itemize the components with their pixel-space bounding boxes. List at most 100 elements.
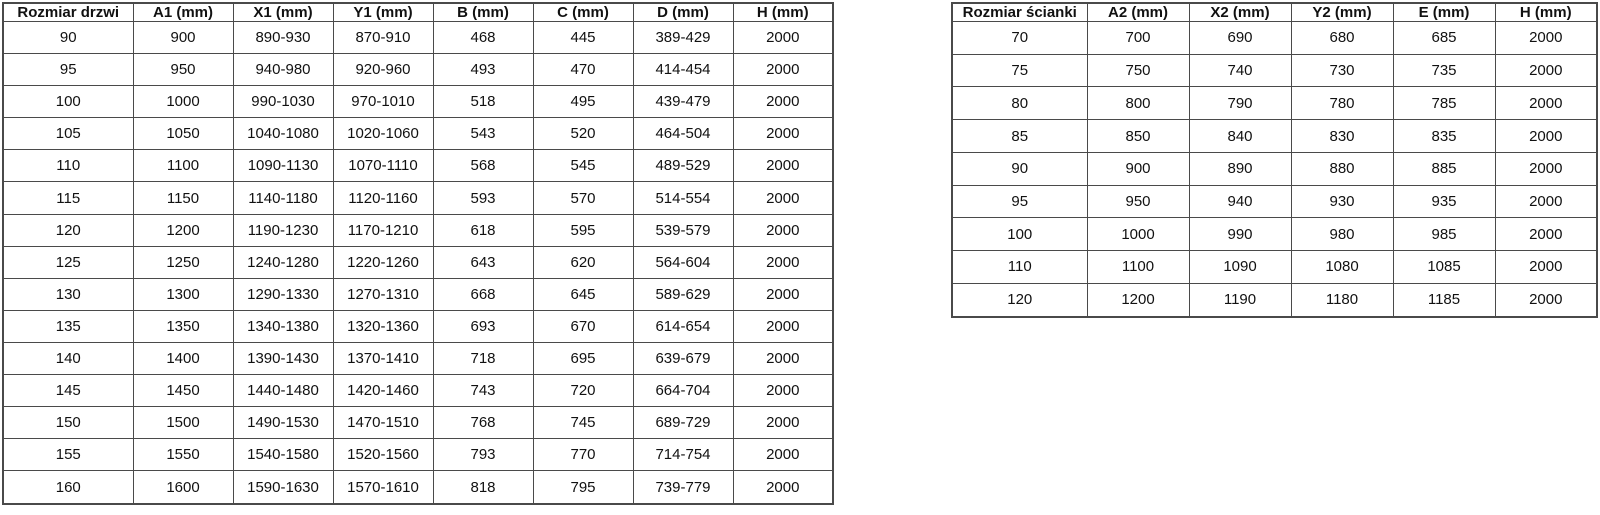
table-cell: 125	[2, 245, 134, 279]
table-cell: 2000	[732, 277, 834, 311]
table-cell: 115	[2, 181, 134, 215]
table-cell: 120	[951, 282, 1088, 318]
table-cell: 664-704	[632, 374, 734, 408]
table-cell: 1090	[1188, 250, 1292, 284]
column-header: C (mm)	[532, 2, 634, 22]
table-cell: 468	[432, 20, 534, 55]
table-cell: 920-960	[332, 53, 434, 87]
table-cell: 1290-1330	[232, 277, 334, 311]
table-cell: 850	[1086, 119, 1190, 153]
table-cell: 980	[1290, 217, 1394, 252]
table-cell: 464-504	[632, 117, 734, 151]
table-cell: 685	[1392, 21, 1496, 55]
table-row: 90 900 890-930 870-910 468 445 389-429 2000	[2, 20, 834, 55]
table-cell: 890-930	[232, 20, 334, 55]
table-cell: 1570-1610	[332, 470, 434, 505]
table-cell: 589-629	[632, 277, 734, 311]
table-cell: 150	[2, 406, 134, 440]
table-cell: 900	[132, 20, 234, 55]
table-cell: 940-980	[232, 53, 334, 87]
table-row: 80 800 790 780 785 2000	[951, 86, 1598, 121]
table-cell: 2000	[732, 341, 834, 376]
table-cell: 568	[432, 149, 534, 183]
table-cell: 885	[1392, 151, 1496, 186]
door-size-table: Rozmiar drzwi A1 (mm) X1 (mm) Y1 (mm) B (mm)…	[2, 2, 834, 505]
table-cell: 2000	[732, 85, 834, 119]
table-cell: 514-554	[632, 181, 734, 215]
table-cell: 2000	[732, 181, 834, 215]
table-cell: 1120-1160	[332, 181, 434, 215]
table-cell: 1000	[132, 85, 234, 119]
table-cell: 1420-1460	[332, 374, 434, 408]
table-row: 100 1000 990-1030 970-1010 518 495 439-479 2000	[2, 85, 834, 119]
column-header: X1 (mm)	[232, 2, 334, 22]
table-cell: 2000	[1494, 250, 1598, 284]
table-cell: 750	[1086, 53, 1190, 88]
table-cell: 639-679	[632, 341, 734, 376]
table-cell: 1600	[132, 470, 234, 505]
table-cell: 1090-1130	[232, 149, 334, 183]
table-row: 145 1450 1440-1480 1420-1460 743 720 664-704 20…	[2, 374, 834, 408]
table-cell: 1400	[132, 341, 234, 376]
table-row: 120 1200 1190-1230 1170-1210 618 595 539-579 20…	[2, 213, 834, 247]
table-cell: 545	[532, 149, 634, 183]
table-cell: 145	[2, 374, 134, 408]
table-cell: 564-604	[632, 245, 734, 279]
table-row: 95 950 940-980 920-960 493 470 414-454 2000	[2, 53, 834, 87]
table-cell: 700	[1086, 21, 1190, 55]
table-cell: 835	[1392, 119, 1496, 153]
table-row: 95 950 940 930 935 2000	[951, 184, 1598, 219]
table-cell: 85	[951, 119, 1088, 153]
table-cell: 950	[132, 53, 234, 87]
table-cell: 80	[951, 86, 1088, 121]
table-cell: 745	[532, 406, 634, 440]
table-cell: 1150	[132, 181, 234, 215]
table-cell: 100	[951, 217, 1088, 252]
table-cell: 1240-1280	[232, 245, 334, 279]
table-cell: 670	[532, 309, 634, 343]
table-cell: 1550	[132, 438, 234, 472]
table-cell: 140	[2, 341, 134, 376]
table-cell: 160	[2, 470, 134, 505]
table-cell: 2000	[1494, 282, 1598, 318]
header-row: Rozmiar drzwi A1 (mm) X1 (mm) Y1 (mm) B (mm)…	[2, 2, 834, 22]
table-cell: 2000	[1494, 86, 1598, 121]
table-cell: 1440-1480	[232, 374, 334, 408]
table-cell: 2000	[732, 245, 834, 279]
column-header: A2 (mm)	[1086, 2, 1190, 22]
table-cell: 155	[2, 438, 134, 472]
column-header: Y2 (mm)	[1290, 2, 1394, 22]
table-cell: 743	[432, 374, 534, 408]
table-cell: 2000	[732, 309, 834, 343]
table-cell: 1200	[132, 213, 234, 247]
column-header: H (mm)	[1494, 2, 1598, 22]
table-cell: 90	[951, 151, 1088, 186]
table-row: 110 1100 1090-1130 1070-1110 568 545 489-529 20…	[2, 149, 834, 183]
column-header: D (mm)	[632, 2, 734, 22]
table-cell: 818	[432, 470, 534, 505]
table-cell: 95	[951, 184, 1088, 219]
table-cell: 1070-1110	[332, 149, 434, 183]
table-cell: 714-754	[632, 438, 734, 472]
table-cell: 570	[532, 181, 634, 215]
table-cell: 680	[1290, 21, 1394, 55]
table-cell: 735	[1392, 53, 1496, 88]
table-row: 70 700 690 680 685 2000	[951, 21, 1598, 55]
table-cell: 445	[532, 20, 634, 55]
table-cell: 110	[951, 250, 1088, 284]
table-cell: 695	[532, 341, 634, 376]
table-cell: 539-579	[632, 213, 734, 247]
table-cell: 1450	[132, 374, 234, 408]
table-cell: 780	[1290, 86, 1394, 121]
table-cell: 90	[2, 20, 134, 55]
table-cell: 1520-1560	[332, 438, 434, 472]
table-cell: 830	[1290, 119, 1394, 153]
table-cell: 940	[1188, 184, 1292, 219]
table-cell: 720	[532, 374, 634, 408]
table-cell: 790	[1188, 86, 1292, 121]
table-row: 115 1150 1140-1180 1120-1160 593 570 514-554 20…	[2, 181, 834, 215]
table-cell: 870-910	[332, 20, 434, 55]
column-header: H (mm)	[732, 2, 834, 22]
table-row: 85 850 840 830 835 2000	[951, 119, 1598, 153]
table-cell: 930	[1290, 184, 1394, 219]
